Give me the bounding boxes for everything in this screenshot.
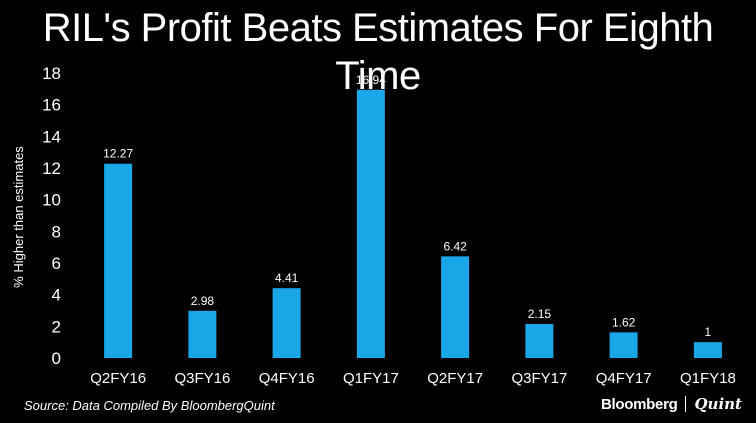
y-tick-label: 10 — [42, 191, 61, 210]
brand-quint: Quint — [694, 395, 742, 413]
brand-divider — [685, 396, 687, 412]
bar-data-label: 4.41 — [275, 271, 299, 285]
x-tick-label: Q4FY16 — [259, 370, 315, 387]
bar-data-label: 2.15 — [528, 307, 552, 321]
bar-data-label: 6.42 — [443, 239, 467, 253]
x-tick-label: Q4FY17 — [596, 370, 652, 387]
y-tick-label: 14 — [42, 127, 61, 146]
x-tick-label: Q2FY16 — [90, 370, 146, 387]
y-axis-ticks: 0 2 4 6 8 10 12 14 16 18 — [42, 64, 61, 368]
x-tick-label: Q3FY17 — [511, 370, 567, 387]
y-tick-label: 18 — [42, 64, 61, 83]
bar — [693, 342, 722, 358]
y-tick-label: 8 — [52, 222, 61, 241]
bar — [104, 163, 133, 358]
y-tick-label: 12 — [42, 159, 61, 178]
x-tick-label: Q3FY16 — [174, 370, 230, 387]
bar-data-label: 12.27 — [103, 147, 133, 161]
bar-data-label: 16.94 — [356, 73, 386, 87]
x-axis-ticks: Q2FY16 Q3FY16 Q4FY16 Q1FY17 Q2FY17 Q3FY17 Q4FY… — [90, 370, 736, 387]
bar — [609, 332, 638, 358]
bar-data-label: 2.98 — [191, 294, 215, 308]
bar — [188, 310, 217, 358]
chart-title: RIL's Profit Beats Estimates For Eighth … — [42, 6, 714, 98]
source-note: Source: Data Compiled By BloombergQuint — [24, 398, 275, 413]
x-tick-label: Q1FY18 — [680, 370, 736, 387]
y-tick-label: 6 — [52, 254, 61, 273]
x-tick-label: Q2FY17 — [427, 370, 483, 387]
bar — [356, 89, 385, 359]
brand-bloomberg: Bloomberg — [601, 396, 678, 413]
bars — [104, 89, 722, 359]
y-tick-label: 0 — [52, 349, 61, 368]
bar — [525, 323, 554, 358]
bar-data-label: 1 — [705, 325, 712, 339]
y-tick-label: 4 — [52, 286, 61, 305]
x-tick-label: Q1FY17 — [343, 370, 399, 387]
bar-data-label: 1.62 — [612, 315, 636, 329]
bar-data-labels: 12.27 2.98 4.41 16.94 6.42 2.15 1.62 1 — [103, 73, 711, 339]
brand-logo: Bloomberg Quint — [601, 395, 742, 413]
y-tick-label: 16 — [42, 96, 61, 115]
y-tick-label: 2 — [52, 317, 61, 336]
bar — [272, 288, 301, 358]
bar — [441, 256, 470, 358]
y-axis-label: % Higher than estimates — [11, 146, 26, 288]
